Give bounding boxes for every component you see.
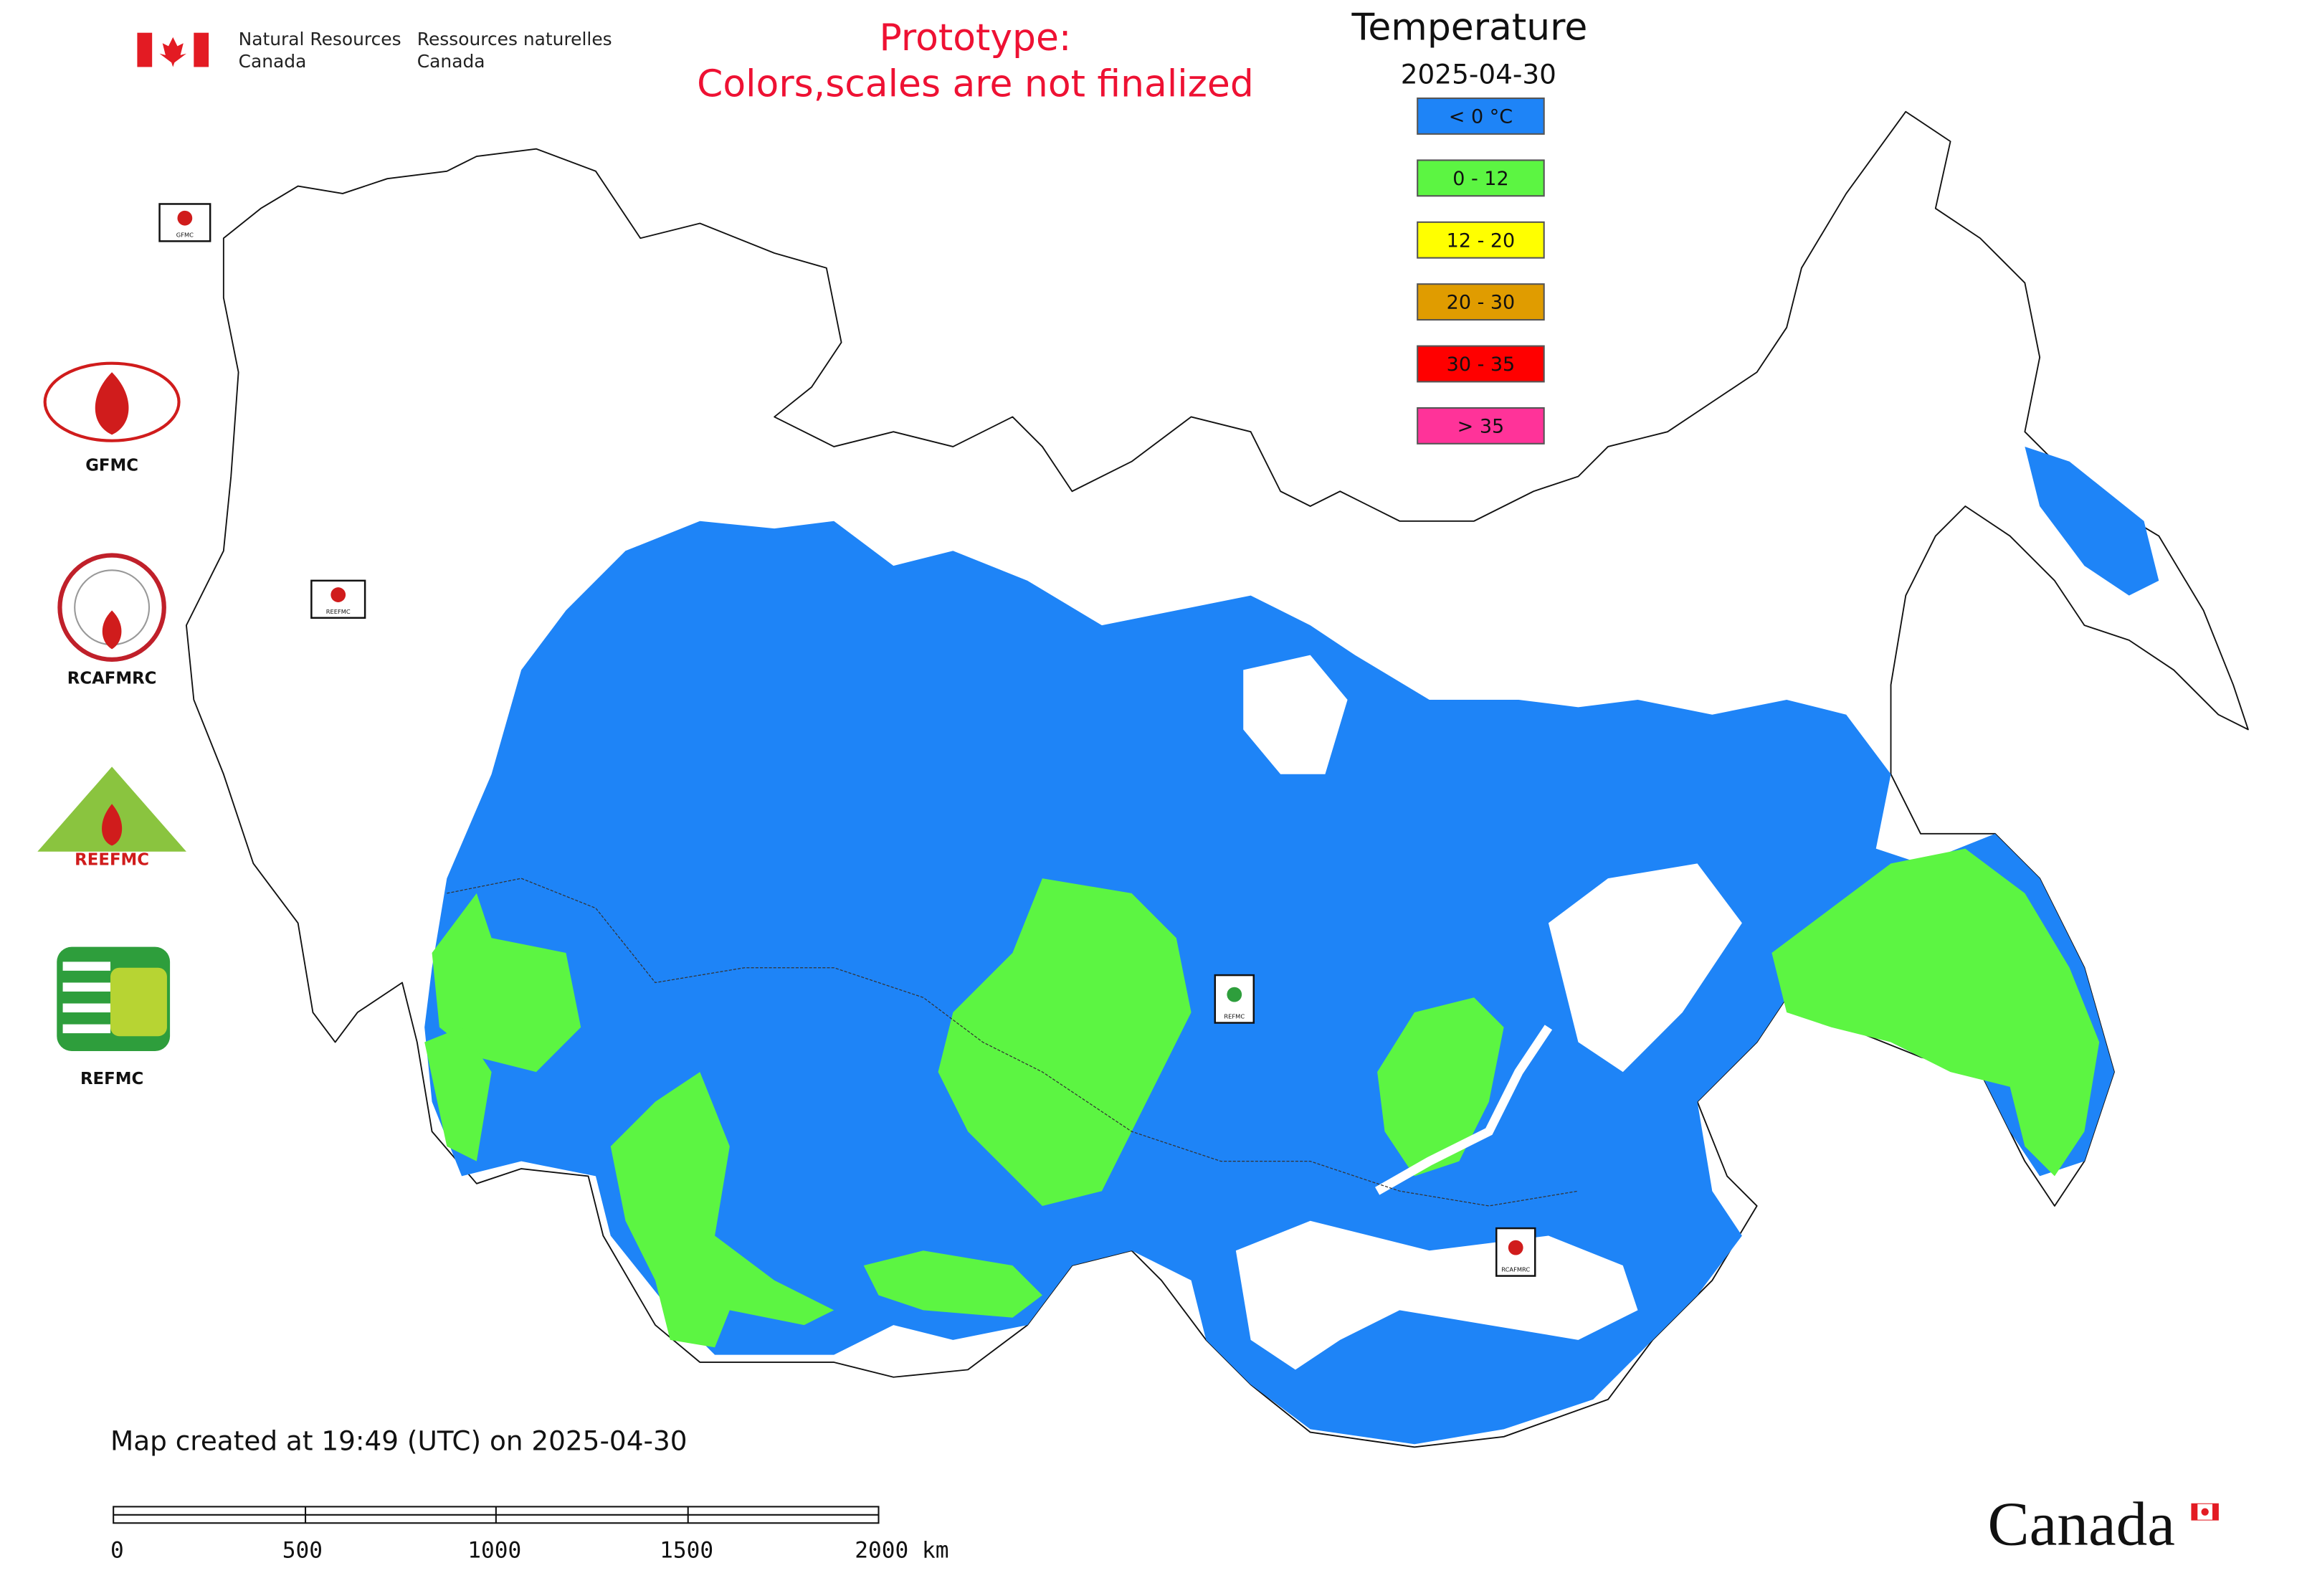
legend-label: 0 - 12 xyxy=(1452,168,1508,190)
legend-label: 12 - 20 xyxy=(1447,229,1516,252)
inset-markers: GFMC REEFMC REFMC RCAFMRC xyxy=(158,203,1536,1277)
flag-bar xyxy=(194,32,209,67)
legend-label: < 0 °C xyxy=(1449,106,1513,128)
bare-region xyxy=(1548,863,1742,1073)
legend-swatch xyxy=(1417,98,1545,135)
canada-wordmark: Canada xyxy=(1987,1489,2219,1559)
legend-swatch xyxy=(1417,221,1545,259)
mild-region xyxy=(1771,848,2100,1177)
mild-region xyxy=(424,1027,492,1162)
legend-swatch xyxy=(1417,345,1545,383)
legend-title: Temperature xyxy=(1351,6,1587,49)
mild-region xyxy=(432,893,581,1073)
scale-label: 2000 km xyxy=(855,1538,948,1564)
wordmark: Canada xyxy=(1987,1489,2174,1559)
scale-labels: 0 500 1000 1500 2000 km xyxy=(110,1538,948,1564)
mild-region xyxy=(610,1072,834,1348)
created-note: Map created at 19:49 (UTC) on 2025-04-30 xyxy=(110,1425,687,1457)
legend-swatch xyxy=(1417,407,1545,445)
logo-gfmc xyxy=(43,361,181,442)
cold-region xyxy=(424,521,2114,1445)
legend: < 0 °C 0 - 12 12 - 20 20 - 30 30 - 35 > 35 xyxy=(1417,98,1545,445)
maple-leaf xyxy=(159,37,186,67)
scale-bar xyxy=(113,1506,880,1524)
notice: Prototype: xyxy=(880,16,1072,60)
legend-swatch xyxy=(1417,283,1545,321)
legend-label: 20 - 30 xyxy=(1447,292,1516,314)
notice: Colors,scales are not finalized xyxy=(697,62,1254,105)
scale-label: 500 xyxy=(282,1538,323,1564)
country-outline xyxy=(185,110,2249,1448)
logo-label: GFMC xyxy=(85,456,138,475)
agency-fr: Ressources naturelles xyxy=(417,29,612,49)
logo-label: REFMC xyxy=(80,1070,143,1088)
inset-label: REFMC xyxy=(1224,1013,1245,1020)
inset-label: GFMC xyxy=(176,232,194,239)
legend-swatch xyxy=(1417,159,1545,197)
inset-icon xyxy=(177,210,193,226)
agency-en: Canada xyxy=(239,51,307,72)
inset-icon xyxy=(330,587,346,602)
lake-baikal xyxy=(1375,1025,1553,1195)
gov-header: Natural Resources Canada Ressources natu… xyxy=(137,29,612,72)
scale-label: 0 xyxy=(110,1538,124,1564)
flag-bar xyxy=(137,32,153,67)
cold-region xyxy=(2025,446,2159,596)
border xyxy=(447,878,1579,1207)
logo-label: RCAFMRC xyxy=(67,669,157,688)
scale-label: 1000 xyxy=(467,1538,521,1564)
mild-region xyxy=(1377,997,1504,1177)
agency-fr: Canada xyxy=(417,51,485,72)
map xyxy=(185,110,2249,1448)
logo-rcafmrc xyxy=(57,553,166,662)
mild-region xyxy=(863,1250,1042,1318)
inset-icon xyxy=(1508,1240,1523,1255)
logo-label: REEFMC xyxy=(75,851,149,870)
inset-icon xyxy=(1227,987,1242,1002)
mild-region xyxy=(938,878,1192,1206)
bare-region xyxy=(1235,1220,1638,1370)
logo-reefmc xyxy=(37,766,186,852)
logo-refmc xyxy=(57,946,171,1052)
legend-label: > 35 xyxy=(1457,415,1505,437)
agency-en: Natural Resources xyxy=(239,29,401,49)
scale-label: 1500 xyxy=(660,1538,713,1564)
legend-date: 2025-04-30 xyxy=(1401,58,1556,90)
bare-region xyxy=(1243,655,1348,774)
inset-label: RCAFMRC xyxy=(1501,1266,1530,1273)
legend-label: 30 - 35 xyxy=(1447,353,1516,376)
inset-label: REEFMC xyxy=(326,608,351,615)
